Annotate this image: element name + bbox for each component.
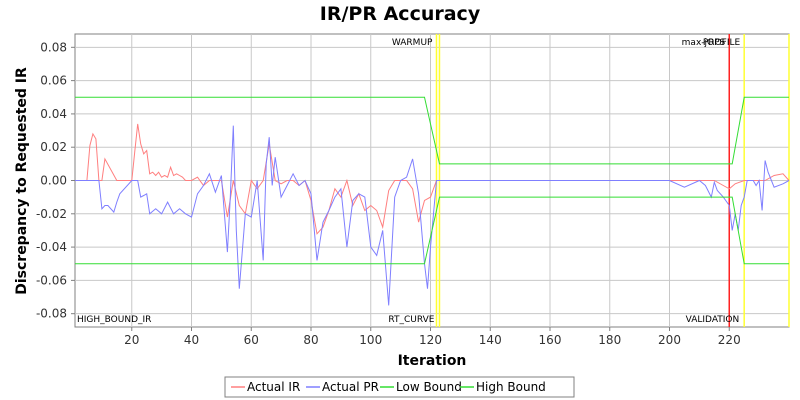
x-tick-label: 220 bbox=[718, 333, 741, 347]
phase-marker-label: max-jOPS bbox=[682, 38, 726, 48]
legend-label: Low Bound bbox=[396, 380, 462, 394]
legend-box bbox=[224, 376, 575, 398]
y-tick-label: 0.00 bbox=[40, 174, 67, 188]
region-label: RT_CURVE bbox=[388, 315, 434, 325]
y-tick-label: -0.08 bbox=[36, 307, 67, 321]
x-tick-label: 180 bbox=[598, 333, 621, 347]
y-tick-label: 0.08 bbox=[40, 40, 67, 54]
series-high-bound-line bbox=[75, 96, 789, 165]
x-tick-label: 160 bbox=[539, 333, 562, 347]
phase-marker-label: WARMUP bbox=[392, 38, 433, 48]
y-tick-label: 0.04 bbox=[40, 107, 67, 121]
legend-label: Actual PR bbox=[322, 380, 379, 394]
y-tick-label: 0.02 bbox=[40, 140, 67, 154]
x-axis-label: Iteration bbox=[398, 353, 467, 369]
series-low-bound-line bbox=[75, 196, 789, 265]
series-lines bbox=[75, 96, 790, 306]
series-actual-pr-line bbox=[75, 125, 790, 306]
phase-marker-label: PROFILE bbox=[703, 38, 741, 48]
y-axis-ticks: -0.08 -0.06 -0.04 -0.02 0.00 0.02 0.04 0.06 0.08 bbox=[36, 40, 75, 321]
y-axis-label: Discrepancy to Requested IR bbox=[14, 67, 30, 295]
x-tick-label: 120 bbox=[419, 333, 442, 347]
region-label: VALIDATION bbox=[686, 315, 740, 325]
y-tick-label: -0.04 bbox=[36, 240, 67, 254]
x-tick-label: 40 bbox=[184, 333, 199, 347]
x-axis-ticks: 20 40 60 80 100 120 140 160 180 200 220 bbox=[124, 327, 741, 347]
x-tick-label: 80 bbox=[303, 333, 318, 347]
legend-label: Actual IR bbox=[247, 380, 300, 394]
x-tick-label: 200 bbox=[658, 333, 681, 347]
y-tick-label: -0.02 bbox=[36, 207, 67, 221]
x-tick-label: 140 bbox=[479, 333, 502, 347]
legend-label: High Bound bbox=[476, 380, 546, 394]
chart-title: IR/PR Accuracy bbox=[320, 3, 481, 25]
x-tick-label: 100 bbox=[359, 333, 382, 347]
y-tick-label: -0.06 bbox=[36, 273, 67, 287]
x-tick-label: 20 bbox=[124, 333, 139, 347]
region-labels: HIGH_BOUND_IR RT_CURVE VALIDATION bbox=[77, 315, 739, 325]
x-tick-label: 60 bbox=[244, 333, 259, 347]
region-label: HIGH_BOUND_IR bbox=[77, 315, 151, 325]
legend: Actual IR Actual PR Low Bound High Bound bbox=[231, 380, 546, 394]
y-tick-label: 0.06 bbox=[40, 74, 67, 88]
